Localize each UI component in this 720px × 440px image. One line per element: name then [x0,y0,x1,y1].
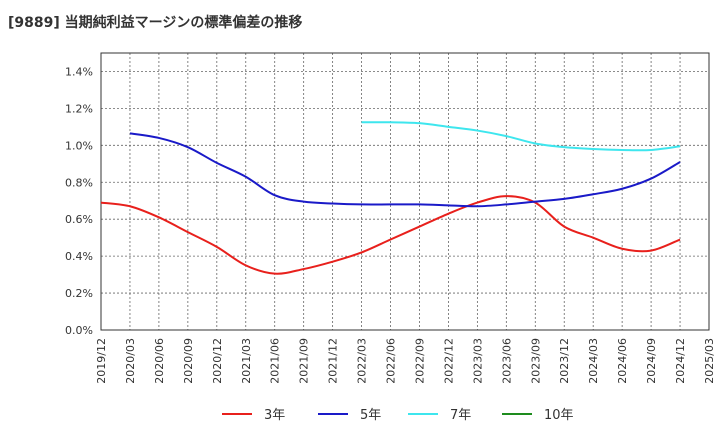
chart-title: [9889] 当期純利益マージンの標準偏差の推移 [8,15,303,31]
series-line-3年 [100,195,681,275]
y-tick-label: 0.0% [65,324,93,337]
x-tick-label: 2022/06 [385,338,398,384]
legend-label: 5年 [360,408,381,423]
x-tick-label: 2025/03 [703,338,716,384]
x-tick-label: 2023/06 [500,338,513,384]
x-tick-label: 2021/06 [269,338,282,384]
x-tick-label: 2021/03 [240,338,253,384]
x-tick-label: 2024/12 [674,338,687,384]
x-tick-label: 2020/12 [211,338,224,384]
y-tick-label: 1.4% [65,65,93,78]
series-line-7年 [361,121,681,152]
x-tick-label: 2021/09 [298,338,311,384]
x-tick-label: 2020/03 [124,338,137,384]
x-tick-label: 2023/09 [529,338,542,384]
x-tick-label: 2023/03 [471,338,484,384]
x-tick-label: 2022/12 [442,338,455,384]
x-tick-label: 2019/12 [95,338,108,384]
x-tick-label: 2020/09 [182,338,195,384]
x-tick-label: 2022/03 [356,338,369,384]
legend-label: 3年 [264,408,285,423]
legend-label: 7年 [450,408,471,423]
y-tick-label: 1.2% [65,102,93,115]
x-tick-label: 2021/12 [327,338,340,384]
x-tick-label: 2023/12 [558,338,571,384]
x-tick-label: 2024/06 [616,338,629,384]
legend-label: 10年 [544,408,574,423]
plot-frame [100,52,710,331]
y-tick-label: 0.6% [65,213,93,226]
x-tick-label: 2020/06 [153,338,166,384]
series-line-5年 [129,132,681,208]
y-tick-label: 1.0% [65,139,93,152]
x-tick-label: 2024/09 [645,338,658,384]
y-tick-label: 0.2% [65,287,93,300]
y-tick-label: 0.8% [65,176,93,189]
y-tick-label: 0.4% [65,250,93,263]
x-tick-label: 2024/03 [587,338,600,384]
x-tick-label: 2022/09 [413,338,426,384]
